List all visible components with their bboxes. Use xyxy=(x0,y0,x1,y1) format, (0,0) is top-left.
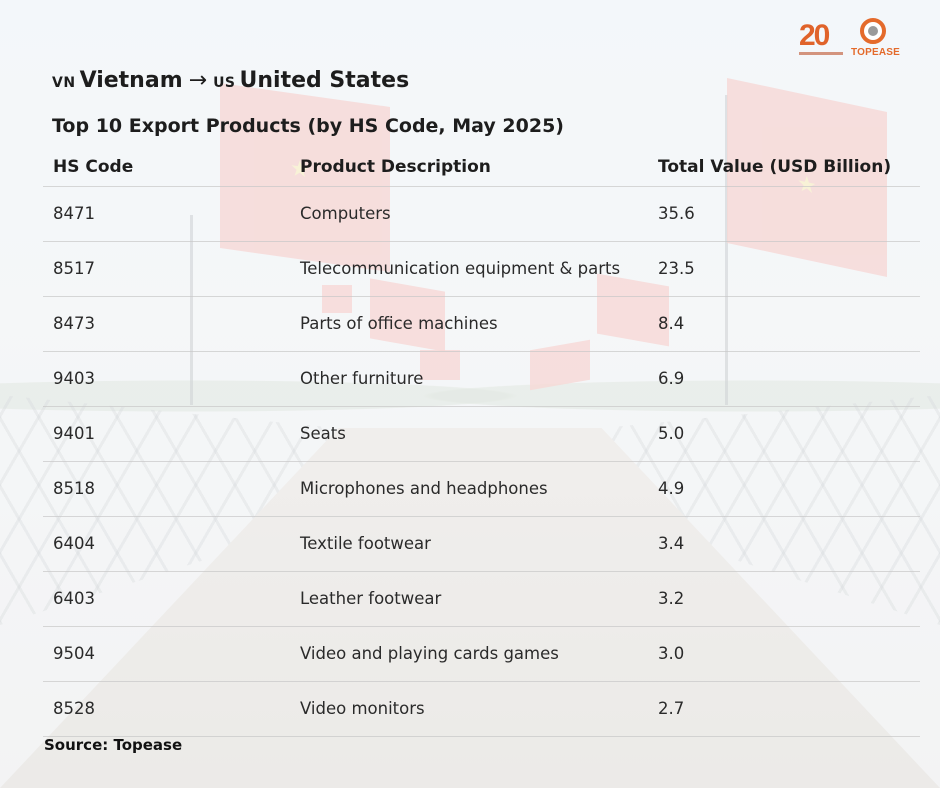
table-body: 8471 Computers 35.6 8517 Telecommunication e… xyxy=(43,187,920,737)
topease-logo-text: TOPEASE xyxy=(851,47,901,58)
destination-name: United States xyxy=(239,68,410,93)
table-row: 6404 Textile footwear 3.4 xyxy=(43,517,920,572)
hs-code-cell: 9504 xyxy=(53,644,95,663)
hs-code-cell: 6404 xyxy=(53,534,95,553)
column-header-total-value: Total Value (USD Billion) xyxy=(658,157,892,177)
anniversary-logo: 20 xyxy=(799,21,843,59)
column-header-product-description: Product Description xyxy=(300,157,491,177)
product-description-cell: Telecommunication equipment & parts xyxy=(300,259,621,278)
total-value-cell: 3.0 xyxy=(658,644,685,663)
hs-code-cell: 9401 xyxy=(53,424,95,443)
export-products-table: HS Code Product Description Total Value … xyxy=(43,143,920,737)
source-note: Source: Topease xyxy=(44,736,183,754)
product-description-cell: Seats xyxy=(300,424,346,443)
total-value-cell: 8.4 xyxy=(658,314,685,333)
product-description-cell: Parts of office machines xyxy=(300,314,498,333)
hs-code-cell: 6403 xyxy=(53,589,95,608)
table-header: HS Code Product Description Total Value … xyxy=(43,143,920,187)
table-title: Top 10 Export Products (by HS Code, May … xyxy=(52,115,564,137)
total-value-cell: 6.9 xyxy=(658,369,685,388)
total-value-cell: 2.7 xyxy=(658,699,685,718)
product-description-cell: Other furniture xyxy=(300,369,424,388)
total-value-cell: 23.5 xyxy=(658,259,695,278)
hs-code-cell: 9403 xyxy=(53,369,95,388)
total-value-cell: 35.6 xyxy=(658,204,695,223)
total-value-cell: 4.9 xyxy=(658,479,685,498)
table-row: 8473 Parts of office machines 8.4 xyxy=(43,297,920,352)
total-value-cell: 3.2 xyxy=(658,589,685,608)
origin-code: VN xyxy=(52,75,76,91)
total-value-cell: 3.4 xyxy=(658,534,685,553)
hs-code-cell: 8473 xyxy=(53,314,95,333)
product-description-cell: Leather footwear xyxy=(300,589,442,608)
table-row: 6403 Leather footwear 3.2 xyxy=(43,572,920,627)
table-row: 8517 Telecommunication equipment & parts 2… xyxy=(43,242,920,297)
table-row: 8518 Microphones and headphones 4.9 xyxy=(43,462,920,517)
product-description-cell: Textile footwear xyxy=(300,534,431,553)
origin-name: Vietnam xyxy=(79,68,183,93)
total-value-cell: 5.0 xyxy=(658,424,685,443)
table-row: 9403 Other furniture 6.9 xyxy=(43,352,920,407)
hs-code-cell: 8518 xyxy=(53,479,95,498)
hs-code-cell: 8517 xyxy=(53,259,95,278)
table-row: 9504 Video and playing cards games 3.0 xyxy=(43,627,920,682)
product-description-cell: Microphones and headphones xyxy=(300,479,548,498)
table-row: 9401 Seats 5.0 xyxy=(43,407,920,462)
topease-ring-icon xyxy=(860,18,886,44)
hs-code-cell: 8528 xyxy=(53,699,95,718)
product-description-cell: Video and playing cards games xyxy=(300,644,559,663)
product-description-cell: Computers xyxy=(300,204,391,223)
hs-code-cell: 8471 xyxy=(53,204,95,223)
column-header-hs-code: HS Code xyxy=(53,157,134,177)
trade-route-heading: VN Vietnam → US United States xyxy=(52,68,409,93)
arrow-icon: → xyxy=(188,68,208,93)
table-row: 8528 Video monitors 2.7 xyxy=(43,682,920,737)
table-row: 8471 Computers 35.6 xyxy=(43,187,920,242)
product-description-cell: Video monitors xyxy=(300,699,425,718)
destination-code: US xyxy=(213,75,236,91)
topease-logo: TOPEASE xyxy=(851,18,901,62)
